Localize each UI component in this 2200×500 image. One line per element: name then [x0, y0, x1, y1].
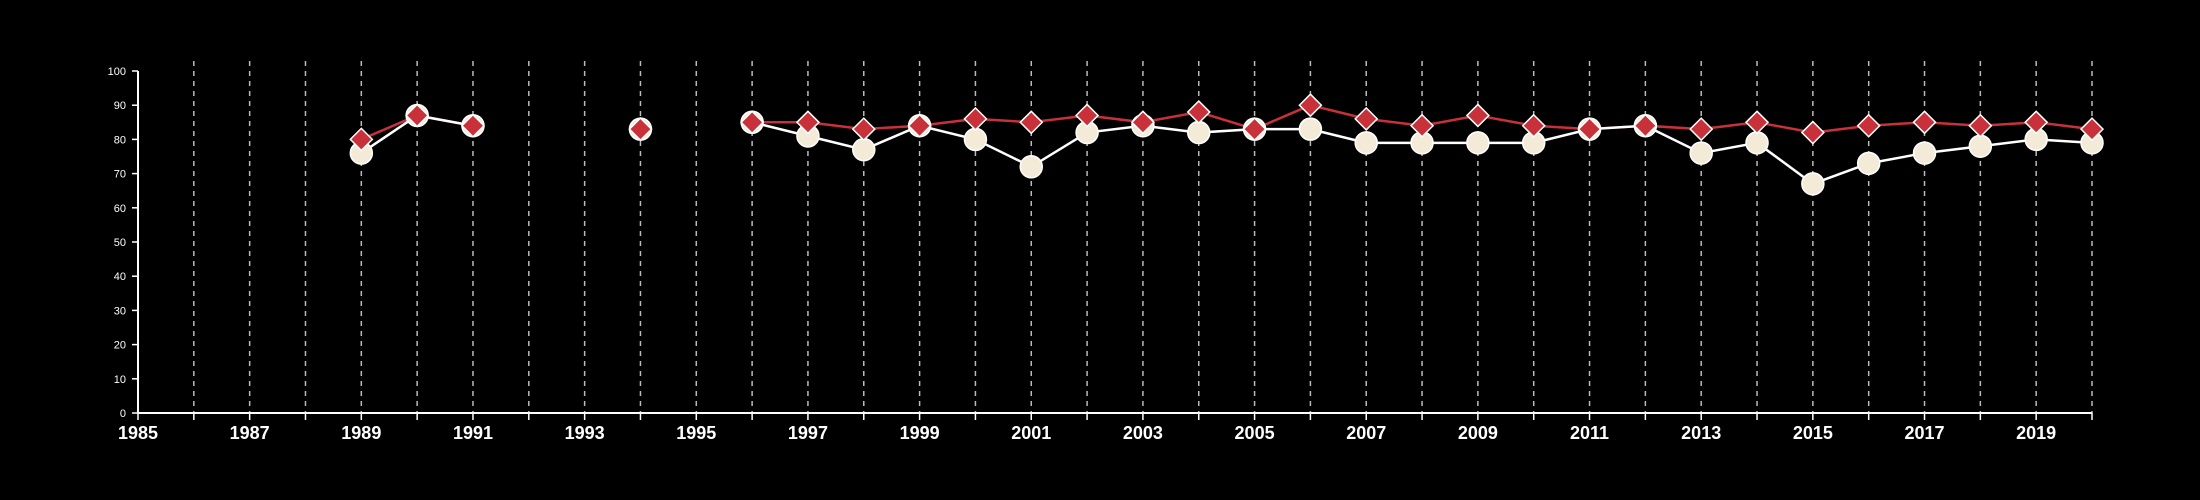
x-tick-label: 2003 [1123, 423, 1163, 443]
x-tick-label: 1995 [676, 423, 716, 443]
y-tick-label: 70 [114, 169, 126, 181]
diamond-marker [1465, 103, 1490, 128]
diamond-marker [2079, 117, 2105, 142]
y-tick-label: 80 [114, 134, 126, 146]
diamond-marker [2024, 110, 2049, 135]
diamond-marker [1633, 113, 1658, 138]
x-tick-label: 1989 [341, 423, 381, 443]
x-tick-label: 2009 [1458, 423, 1498, 443]
diamond-marker [1912, 110, 1937, 135]
x-tick-label: 1993 [565, 423, 605, 443]
diamond-marker [1298, 93, 1323, 118]
diamond-marker [740, 110, 765, 135]
circle-marker [1968, 134, 1993, 158]
x-tick-label: 2019 [2016, 423, 2056, 443]
y-tick-label: 20 [114, 340, 126, 352]
x-tick-label: 2017 [1904, 423, 1944, 443]
circle-marker [1019, 155, 1044, 179]
diamond-marker [1186, 99, 1211, 125]
circle-marker [1745, 131, 1769, 155]
circle-marker [1298, 117, 1323, 141]
circle-marker [963, 127, 988, 152]
diamond-marker [1968, 113, 1993, 138]
x-tick-label: 1991 [453, 423, 493, 443]
circle-marker [852, 137, 876, 162]
y-tick-label: 40 [114, 271, 126, 283]
diamond-marker [349, 127, 374, 152]
x-tick-label: 2013 [1681, 423, 1721, 443]
diamond-marker [1130, 110, 1155, 135]
circle-marker [1466, 131, 1490, 155]
diamond-marker [1577, 117, 1602, 142]
y-tick-label: 100 [108, 66, 126, 78]
y-tick-label: 60 [114, 203, 126, 215]
diamond-marker [1521, 113, 1546, 138]
diamond-marker [628, 117, 653, 142]
y-tick-label: 0 [120, 408, 126, 420]
diamond-marker [963, 106, 988, 131]
diamond-marker [1800, 120, 1825, 145]
x-tick-label: 2011 [1570, 423, 1609, 443]
diamond-marker [1856, 113, 1881, 138]
circle-marker [1856, 151, 1881, 176]
x-tick-label: 2007 [1346, 423, 1386, 443]
circle-marker [1801, 172, 1825, 196]
y-tick-label: 30 [114, 305, 126, 317]
x-tick-label: 1999 [900, 423, 940, 443]
diamond-marker [1019, 110, 1044, 135]
circle-marker [1354, 131, 1378, 155]
circle-marker [1689, 141, 1713, 165]
diamond-marker [851, 117, 876, 142]
y-tick-label: 90 [114, 100, 126, 112]
diamond-marker [1075, 103, 1100, 128]
x-tick-label: 1987 [230, 423, 270, 443]
diamond-marker [1409, 113, 1435, 138]
diamond-marker [1689, 117, 1714, 142]
diamond-marker [1354, 106, 1379, 131]
diamond-marker [405, 103, 430, 128]
diamond-marker [907, 113, 932, 138]
x-tick-label: 1997 [788, 423, 828, 443]
diamond-marker [1744, 110, 1770, 135]
y-tick-label: 50 [114, 237, 126, 249]
diamond-marker [460, 113, 486, 138]
x-tick-label: 1985 [118, 423, 158, 443]
diamond-marker [1242, 117, 1267, 142]
circle-marker [1186, 120, 1211, 145]
x-tick-label: 2005 [1235, 423, 1275, 443]
circle-marker [1912, 141, 1937, 165]
x-tick-label: 2001 [1011, 423, 1051, 443]
diamond-marker [795, 110, 821, 135]
y-tick-label: 10 [114, 374, 126, 386]
x-tick-label: 2015 [1793, 423, 1833, 443]
